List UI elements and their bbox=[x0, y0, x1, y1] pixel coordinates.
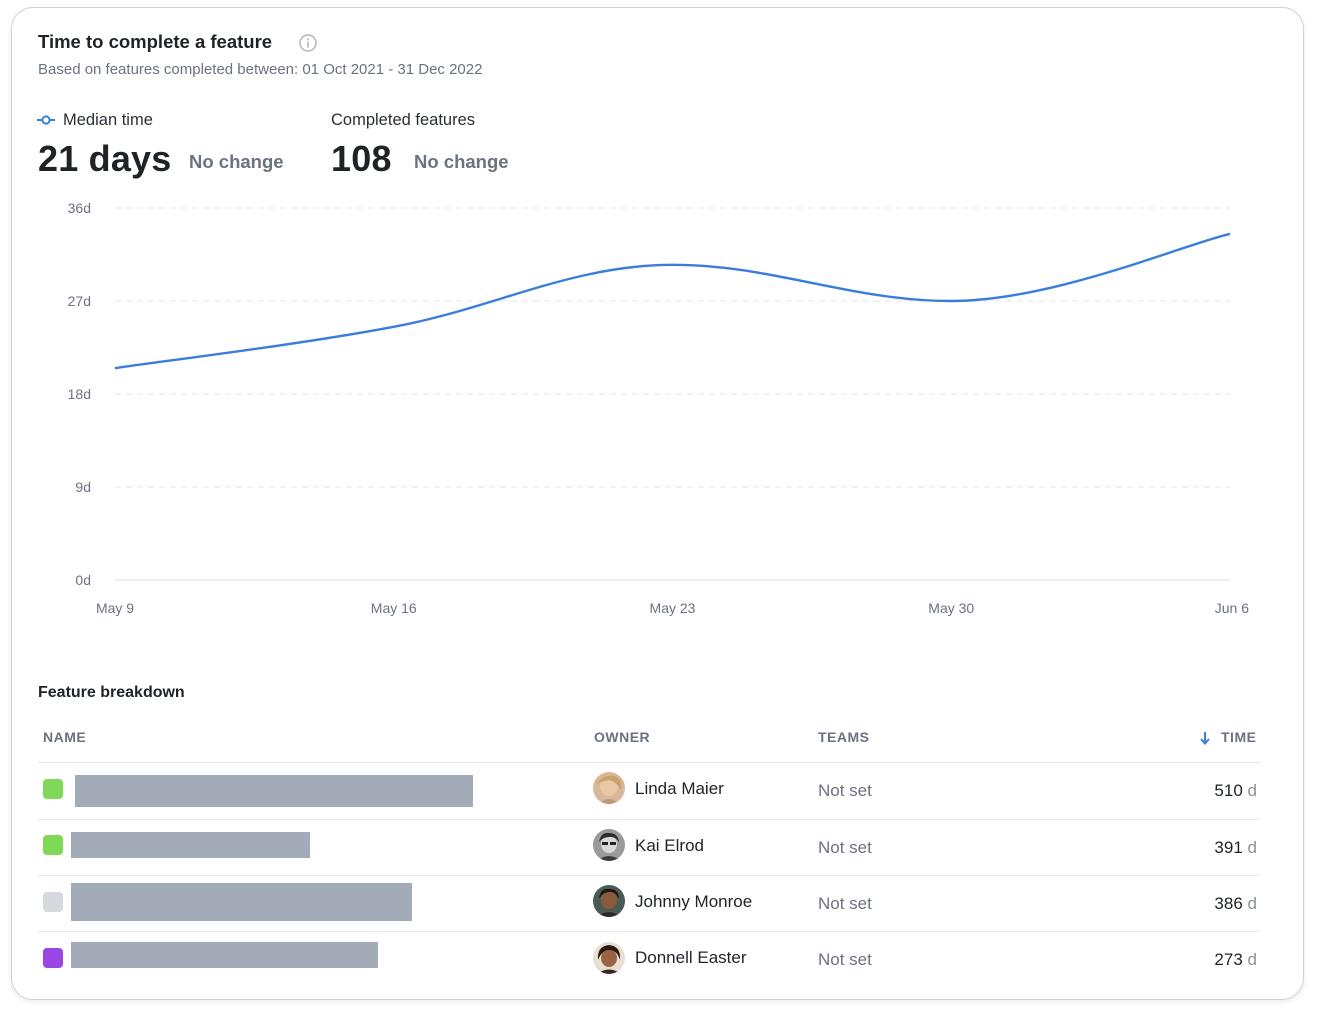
status-indicator bbox=[43, 948, 63, 968]
median-time-label: Median time bbox=[63, 111, 153, 129]
owner-name: Johnny Monroe bbox=[635, 892, 753, 911]
time-unit: d bbox=[1247, 838, 1257, 857]
median-time-change: No change bbox=[189, 151, 284, 172]
date-range-subtitle: Based on features completed between: 01 … bbox=[38, 61, 483, 78]
column-header-time[interactable]: TIME bbox=[1221, 729, 1257, 745]
row-divider bbox=[38, 931, 1260, 932]
avatar bbox=[593, 885, 625, 917]
time-number: 386 bbox=[1214, 894, 1243, 913]
time-unit: d bbox=[1247, 781, 1257, 800]
median-time-value: 21 days bbox=[38, 138, 172, 179]
column-header-teams[interactable]: TEAMS bbox=[818, 729, 870, 745]
y-tick-label: 18d bbox=[68, 386, 91, 402]
avatar bbox=[593, 829, 625, 861]
owner-name: Donnell Easter bbox=[635, 948, 747, 967]
time-unit: d bbox=[1247, 894, 1257, 913]
y-tick-label: 9d bbox=[75, 479, 91, 495]
feature-name-redacted[interactable] bbox=[71, 942, 378, 968]
x-tick-label: May 30 bbox=[928, 600, 974, 616]
status-indicator bbox=[43, 892, 63, 912]
feature-name-redacted[interactable] bbox=[75, 775, 473, 807]
avatar bbox=[593, 942, 625, 974]
completed-features-label: Completed features bbox=[331, 111, 475, 129]
x-tick-label: May 16 bbox=[371, 600, 417, 616]
column-header-owner[interactable]: OWNER bbox=[594, 729, 651, 745]
sort-descending-icon[interactable] bbox=[1199, 730, 1211, 746]
teams-value: Not set bbox=[818, 950, 872, 969]
completed-features-value: 108 bbox=[331, 138, 392, 179]
card-title: Time to complete a feature bbox=[38, 31, 273, 52]
teams-value: Not set bbox=[818, 781, 872, 800]
time-number: 510 bbox=[1214, 781, 1243, 800]
y-tick-label: 27d bbox=[68, 293, 91, 309]
feature-name-redacted[interactable] bbox=[71, 883, 412, 921]
teams-value: Not set bbox=[818, 838, 872, 857]
info-icon[interactable] bbox=[299, 34, 317, 52]
status-indicator bbox=[43, 835, 63, 855]
header-divider bbox=[38, 762, 1260, 763]
y-tick-label: 36d bbox=[68, 200, 91, 216]
time-value: 510 d bbox=[1214, 781, 1257, 801]
x-tick-label: Jun 6 bbox=[1215, 600, 1249, 616]
median-line-legend-icon bbox=[37, 115, 55, 125]
teams-value: Not set bbox=[818, 894, 872, 913]
time-unit: d bbox=[1247, 950, 1257, 969]
feature-breakdown-title: Feature breakdown bbox=[38, 684, 185, 701]
row-divider bbox=[38, 819, 1260, 820]
owner-name: Linda Maier bbox=[635, 779, 724, 798]
time-value: 273 d bbox=[1214, 950, 1257, 970]
median-time-series-line[interactable] bbox=[114, 232, 1231, 370]
feature-name-redacted[interactable] bbox=[71, 832, 310, 858]
x-tick-label: May 9 bbox=[96, 600, 134, 616]
avatar bbox=[593, 772, 625, 804]
time-value: 391 d bbox=[1214, 838, 1257, 858]
status-indicator bbox=[43, 779, 63, 799]
owner-name: Kai Elrod bbox=[635, 836, 704, 855]
completed-features-change: No change bbox=[414, 151, 509, 172]
time-number: 391 bbox=[1214, 838, 1243, 857]
y-tick-label: 0d bbox=[75, 572, 91, 588]
column-header-name[interactable]: NAME bbox=[43, 729, 87, 745]
x-tick-label: May 23 bbox=[650, 600, 696, 616]
median-time-line-chart: 36d 27d 18d 9d 0d May 9 May 16 May 23 May 30 Jun … bbox=[68, 200, 1250, 616]
time-number: 273 bbox=[1214, 950, 1243, 969]
time-value: 386 d bbox=[1214, 894, 1257, 914]
row-divider bbox=[38, 875, 1260, 876]
